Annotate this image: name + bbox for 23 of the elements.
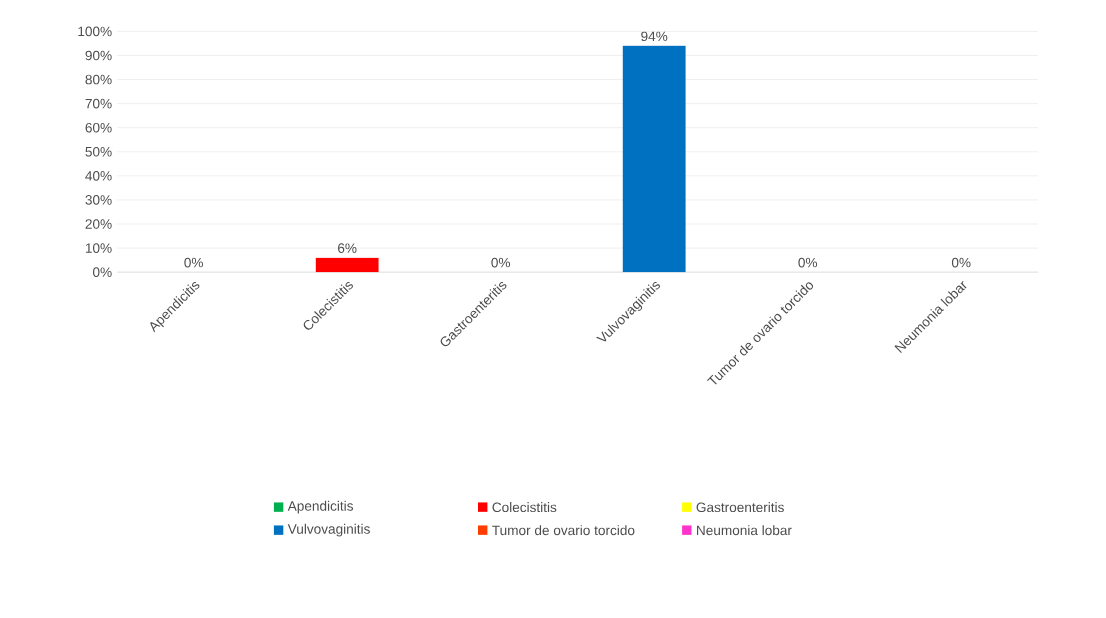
y-tick-label: 40% <box>85 171 112 181</box>
y-tick-label: 60% <box>85 123 112 133</box>
legend-label: Gastroenteritis <box>696 502 784 513</box>
legend-label: Apendicitis <box>287 501 354 514</box>
data-label: 94% <box>641 31 668 42</box>
y-tick-label: 80% <box>85 74 112 85</box>
y-tick-label: 0% <box>93 267 112 278</box>
legend-label: Vulvovaginitis <box>287 524 370 537</box>
y-tick-label: 20% <box>85 219 112 230</box>
data-label: 0% <box>184 257 203 268</box>
data-label: 6% <box>338 243 357 254</box>
data-label: 0% <box>798 257 818 268</box>
y-tick-label: 100% <box>78 26 112 37</box>
legend-label: Tumor de ovario torcido <box>492 525 635 536</box>
data-label: 0% <box>491 257 511 268</box>
y-tick-label: 90% <box>85 50 112 61</box>
y-tick-label: 70% <box>85 99 112 109</box>
y-tick-label: 50% <box>85 147 112 157</box>
data-label: 0% <box>951 257 971 268</box>
y-tick-label: 30% <box>85 195 112 205</box>
y-tick-label: 10% <box>85 243 112 254</box>
legend-label: Colecistitis <box>492 502 557 513</box>
legend-label: Neumonia lobar <box>697 525 792 536</box>
